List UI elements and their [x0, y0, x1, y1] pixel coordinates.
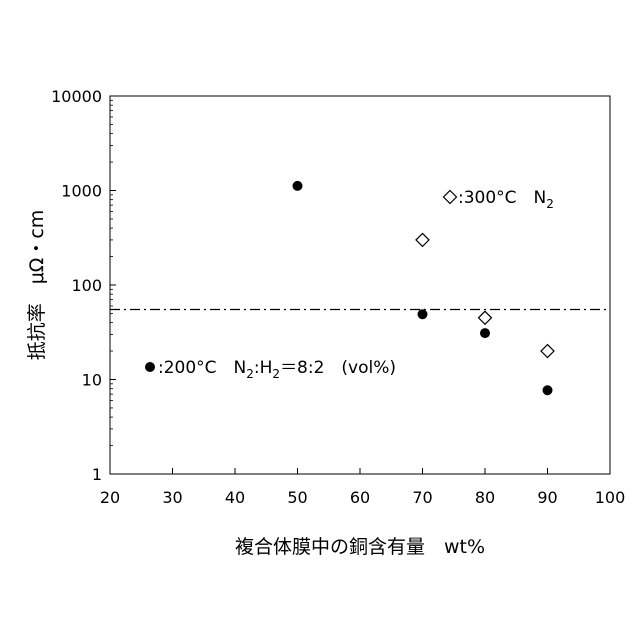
y-axis-ticks: 1 10 100 1000 10000 [51, 87, 116, 484]
y-axis-title: 抵抗率 μΩ・cm [26, 210, 48, 361]
y-tick-label: 1000 [61, 182, 102, 201]
data-point-200c [543, 385, 553, 395]
data-point-200c [418, 309, 428, 319]
x-tick-label: 60 [350, 488, 370, 507]
x-tick-label: 90 [537, 488, 557, 507]
data-point-200c [293, 181, 303, 191]
x-tick-label: 30 [162, 488, 182, 507]
data-point-200c [480, 328, 490, 338]
legend-open-diamond-marker [444, 191, 457, 204]
data-point-300c [479, 311, 492, 324]
plot-area [110, 96, 610, 474]
y-tick-label: 10000 [51, 87, 102, 106]
y-tick-label: 100 [71, 276, 102, 295]
x-axis-title: 複合体膜中の銅含有量 wt% [235, 536, 485, 558]
x-tick-label: 80 [475, 488, 495, 507]
x-tick-label: 20 [100, 488, 120, 507]
legend-diamond-marker-shape [444, 191, 457, 204]
x-tick-label: 50 [287, 488, 307, 507]
legend-filled-circle-marker [145, 362, 155, 372]
y-tick-label: 1 [92, 465, 102, 484]
legend-circle-series: :200°C N2:H2＝8:2 (vol%) [145, 358, 396, 381]
x-tick-label: 40 [225, 488, 245, 507]
x-tick-label: 100 [595, 488, 626, 507]
legend-circle-marker-shape [145, 362, 155, 372]
legend-label-300c: :300°C N2 [458, 188, 554, 211]
data-point-300c [416, 233, 429, 246]
x-tick-label: 70 [412, 488, 432, 507]
legend-label-200c: :200°C N2:H2＝8:2 (vol%) [158, 358, 396, 381]
y-tick-label: 10 [82, 371, 102, 390]
data-point-300c [541, 345, 554, 358]
legend-diamond-series: :300°C N2 [444, 188, 554, 211]
